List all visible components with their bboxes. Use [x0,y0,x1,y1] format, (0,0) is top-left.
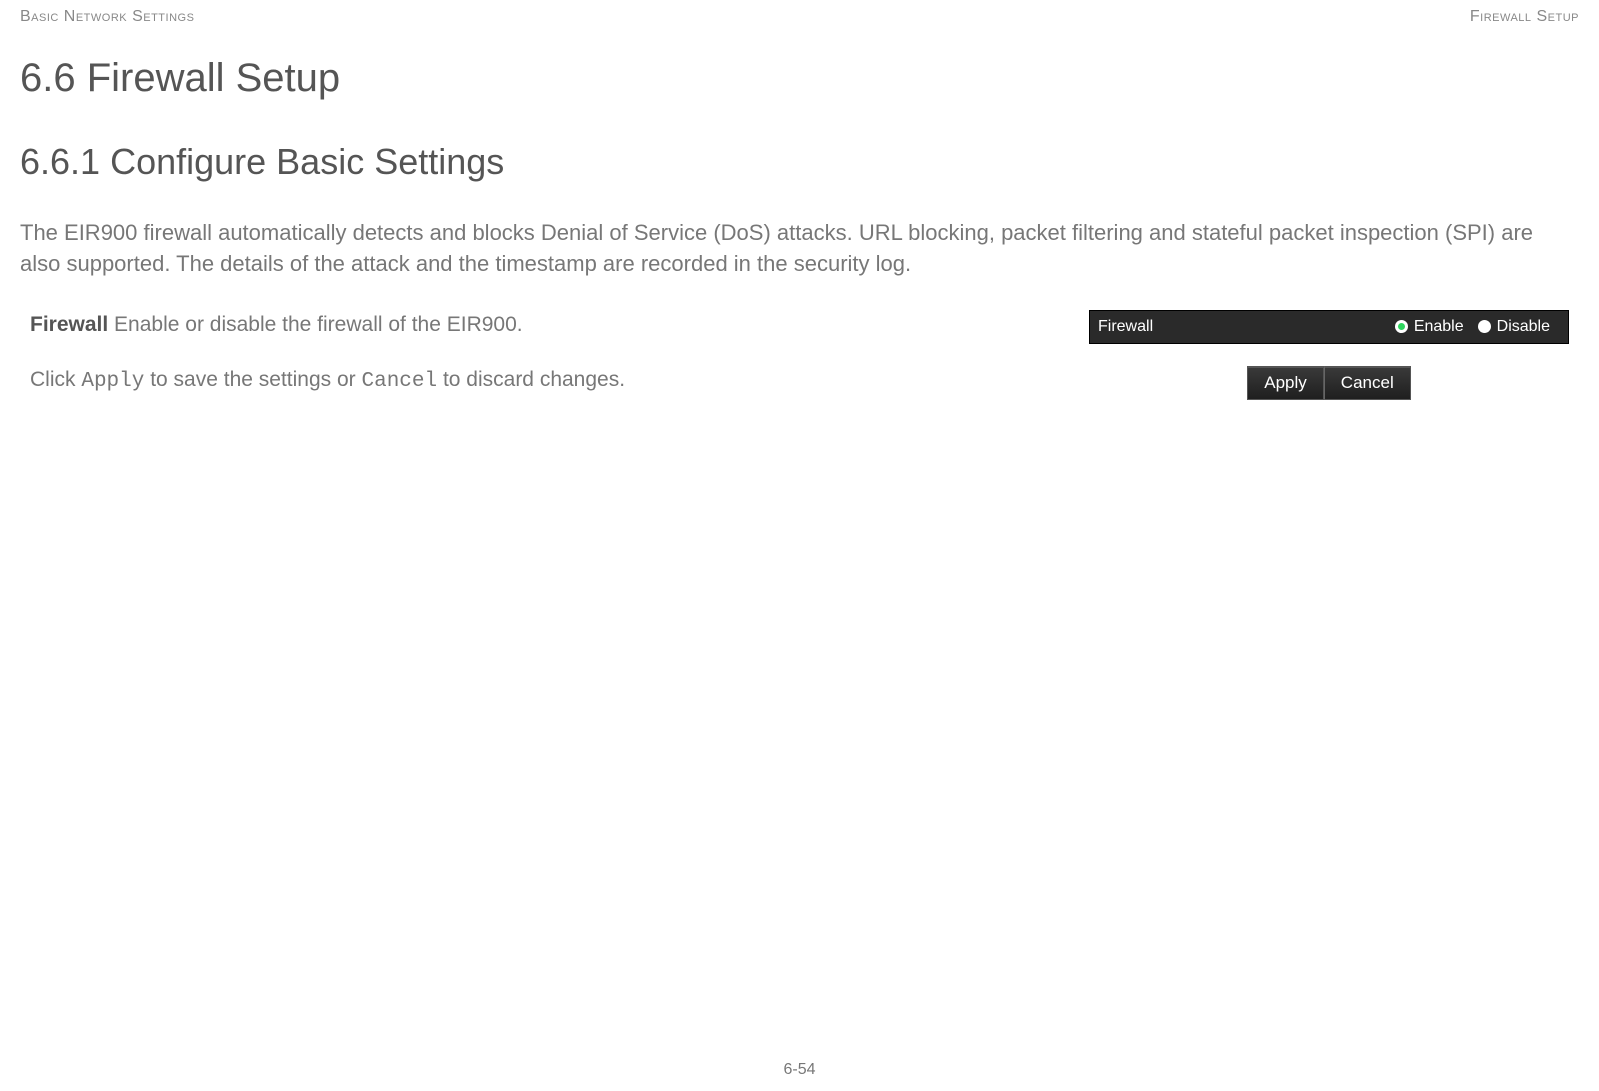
radio-disable-label: Disable [1497,318,1550,336]
subsection-title: 6.6.1 Configure Basic Settings [20,141,1579,183]
header-right: Firewall Setup [1470,8,1579,26]
firewall-desc-text: Enable or disable the firewall of the EI… [108,313,522,336]
button-row: Apply Cancel [1089,366,1569,400]
instr-cancel-code: Cancel [361,370,437,393]
page-footer: 6-54 [0,1061,1599,1079]
radio-enable-label: Enable [1414,318,1464,336]
radio-group: Enable Disable [1395,318,1560,336]
radio-enable[interactable] [1395,320,1408,333]
section-title: 6.6 Firewall Setup [20,56,1579,101]
radio-disable[interactable] [1478,320,1491,333]
firewall-description: Firewall Enable or disable the firewall … [30,310,650,339]
intro-paragraph: The EIR900 firewall automatically detect… [20,218,1579,280]
right-column: Firewall Enable Disable Apply Cancel [1089,310,1569,400]
instr-suffix: to discard changes. [437,368,625,391]
firewall-label-bold: Firewall [30,313,108,336]
firewall-panel: Firewall Enable Disable [1089,310,1569,344]
instruction-text: Click Apply to save the settings or Canc… [30,364,650,398]
instr-apply-code: Apply [81,370,144,393]
apply-button[interactable]: Apply [1247,366,1324,400]
left-column: Firewall Enable or disable the firewall … [30,310,650,398]
content-row: Firewall Enable or disable the firewall … [20,310,1579,400]
instr-mid: to save the settings or [144,368,361,391]
header-left: Basic Network Settings [20,8,194,26]
cancel-button[interactable]: Cancel [1324,366,1411,400]
panel-label: Firewall [1098,318,1395,336]
instr-prefix: Click [30,368,81,391]
page-header: Basic Network Settings Firewall Setup [20,0,1579,26]
